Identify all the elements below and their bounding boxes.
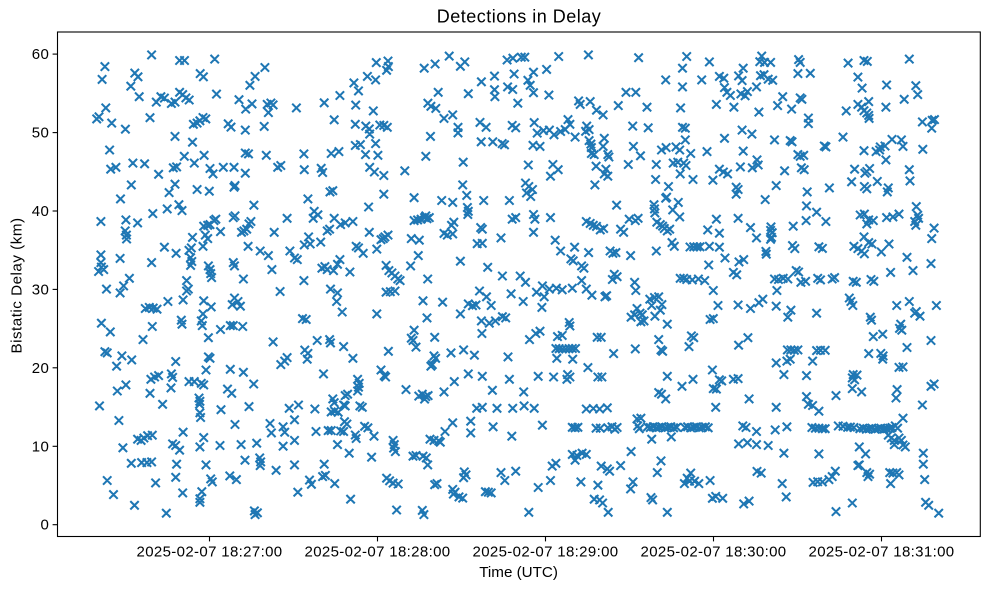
svg-text:2025-02-07 18:29:00: 2025-02-07 18:29:00 [473, 544, 619, 561]
svg-text:50: 50 [32, 125, 49, 142]
svg-text:2025-02-07 18:31:00: 2025-02-07 18:31:00 [809, 544, 955, 561]
svg-text:10: 10 [32, 438, 49, 455]
svg-text:30: 30 [32, 281, 49, 298]
svg-text:60: 60 [32, 46, 49, 63]
svg-text:Detections in Delay: Detections in Delay [437, 7, 602, 27]
svg-text:Time (UTC): Time (UTC) [479, 564, 558, 581]
svg-text:2025-02-07 18:27:00: 2025-02-07 18:27:00 [137, 544, 283, 561]
svg-text:20: 20 [32, 360, 49, 377]
svg-text:40: 40 [32, 203, 49, 220]
svg-text:Bistatic Delay (km): Bistatic Delay (km) [9, 217, 26, 353]
svg-text:2025-02-07 18:30:00: 2025-02-07 18:30:00 [641, 544, 787, 561]
svg-text:2025-02-07 18:28:00: 2025-02-07 18:28:00 [305, 544, 451, 561]
svg-text:0: 0 [40, 517, 49, 534]
